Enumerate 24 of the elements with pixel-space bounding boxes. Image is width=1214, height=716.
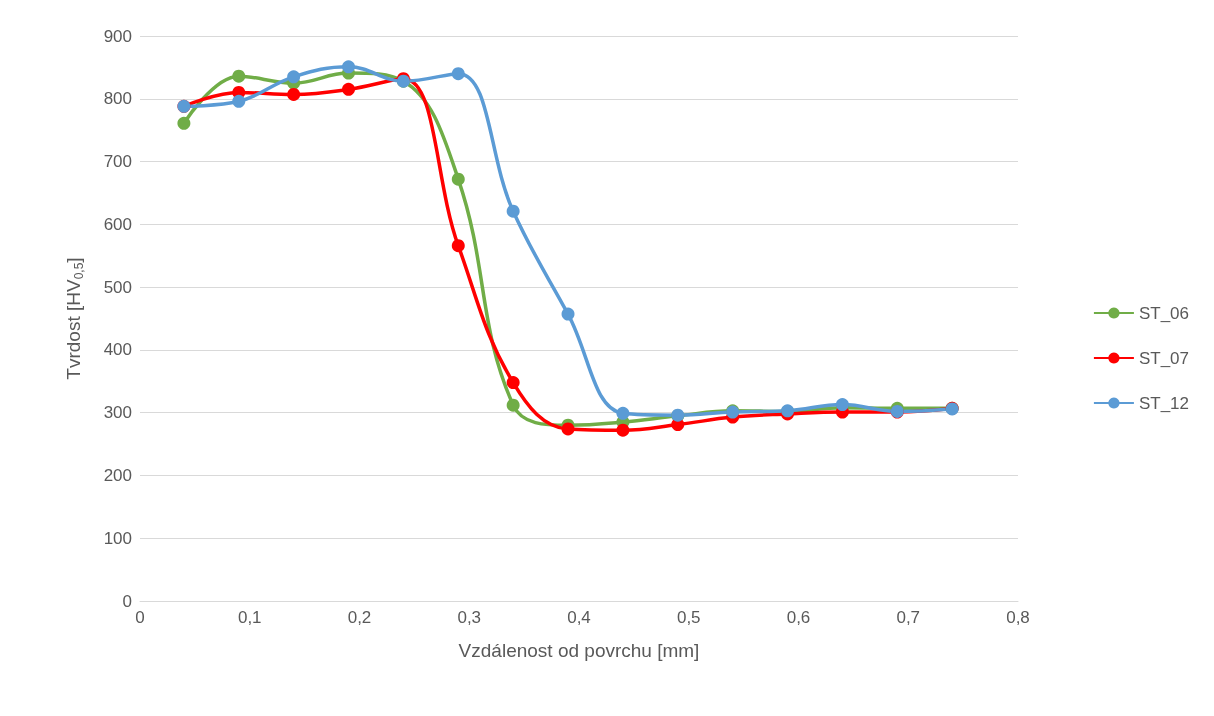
y-tick-label: 500 — [103, 277, 132, 297]
y-tick-label: 700 — [103, 152, 132, 172]
x-tick-label: 0,3 — [457, 608, 482, 627]
x-tick-label: 0,7 — [896, 608, 921, 627]
y-tick-label: 200 — [103, 465, 132, 485]
x-tick-label: 0,8 — [1006, 608, 1030, 627]
x-tick-label: 0,2 — [347, 608, 372, 627]
y-tick-label: 400 — [103, 340, 132, 360]
x-tick-label: 0,5 — [676, 608, 701, 627]
y-axis-title: Tvrdost [HV0,5] — [62, 257, 86, 380]
y-tick-label: 100 — [103, 528, 132, 548]
y-tick-label: 600 — [103, 214, 132, 234]
legend-label: ST_12 — [1138, 393, 1190, 413]
x-tick-label: 0 — [135, 608, 145, 627]
x-tick-label: 0,6 — [786, 608, 811, 627]
y-tick-label: 900 — [103, 26, 132, 46]
y-tick-label: 300 — [103, 403, 132, 423]
y-tick-label: 0 — [122, 591, 132, 611]
legend-label: ST_06 — [1138, 303, 1190, 323]
x-axis-title: Vzdálenost od povrchu [mm] — [458, 640, 700, 661]
x-tick-label: 0,1 — [237, 608, 262, 627]
legend-label: ST_07 — [1138, 348, 1190, 368]
y-tick-label: 800 — [103, 89, 132, 109]
x-tick-label: 0,4 — [567, 608, 591, 627]
